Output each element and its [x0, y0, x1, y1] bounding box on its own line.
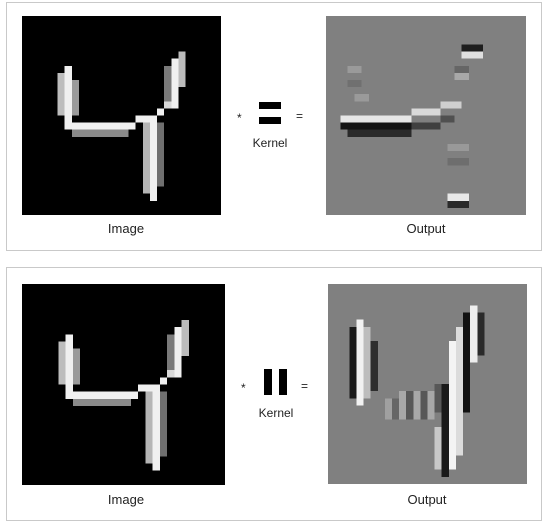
kernel-label: Kernel [252, 136, 288, 150]
convolution-panel-horizontal: Image * = Kernel [6, 2, 542, 251]
kernel-vertical-icon [264, 369, 288, 395]
multiply-symbol: * [241, 381, 246, 395]
convolution-panel-vertical: Image * = Kernel [6, 267, 542, 521]
output-caption: Output [406, 221, 446, 236]
output-feature-map-horizontal [326, 16, 526, 215]
image-caption: Image [107, 492, 145, 507]
image-caption: Image [107, 221, 145, 236]
kernel-horizontal-icon [259, 101, 281, 129]
multiply-symbol: * [237, 111, 242, 125]
input-image-digit-4 [22, 16, 221, 215]
input-image-digit-4 [22, 284, 225, 485]
equals-symbol: = [301, 379, 309, 393]
equals-symbol: = [296, 109, 304, 123]
kernel-label: Kernel [258, 406, 294, 420]
output-feature-map-vertical [328, 284, 527, 484]
output-caption: Output [407, 492, 447, 507]
